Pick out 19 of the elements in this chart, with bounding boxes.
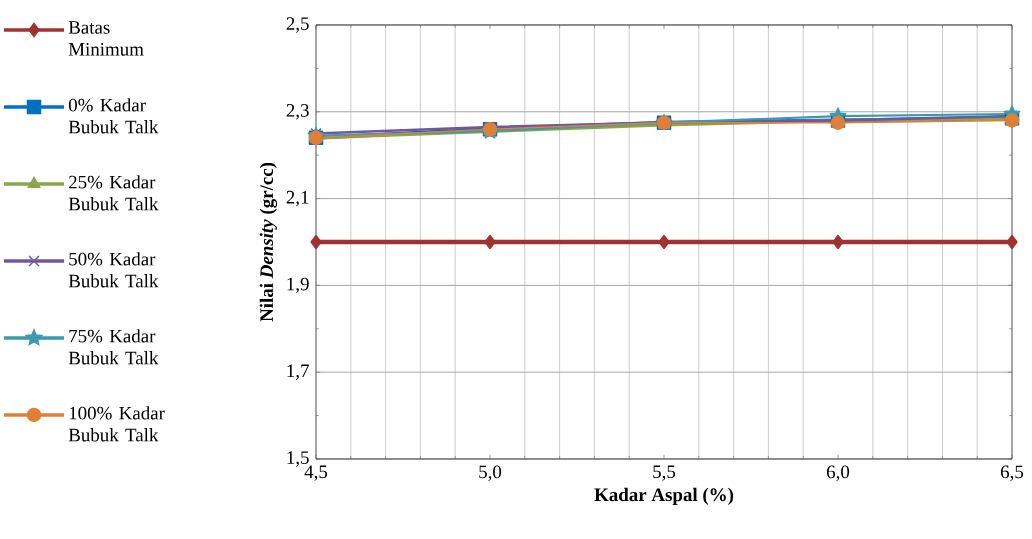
legend-label: 75% Kadar Bubuk Talk: [68, 329, 159, 365]
y-axis-title: Nilai Density (gr/cc): [259, 162, 278, 322]
legend-label: 25% Kadar Bubuk Talk: [68, 175, 159, 211]
legend-label: 0% Kadar Bubuk Talk: [68, 98, 159, 134]
legend-label: Batas Minimum: [68, 21, 144, 56]
legend-label: 50% Kadar Bubuk Talk: [68, 252, 159, 288]
y-tick-label: 1,7: [287, 364, 309, 380]
x-tick-label: 5,0: [479, 465, 502, 481]
x-axis-title: Kadar Aspal (%): [594, 487, 734, 505]
x-tick-label: 6,0: [826, 465, 850, 481]
x-tick-label: 6,5: [1000, 465, 1024, 481]
legend-label: 100% Kadar Bubuk Talk: [68, 406, 165, 442]
y-tick-label: 2,1: [286, 190, 309, 207]
y-tick-label: 2,5: [286, 17, 309, 33]
y-tick-label: 2,3: [286, 104, 309, 120]
x-tick-label: 5,5: [653, 465, 676, 481]
y-tick-label: 1,9: [287, 277, 309, 294]
x-tick-label: 4,5: [304, 465, 328, 481]
y-tick-label: 1,5: [287, 451, 309, 467]
